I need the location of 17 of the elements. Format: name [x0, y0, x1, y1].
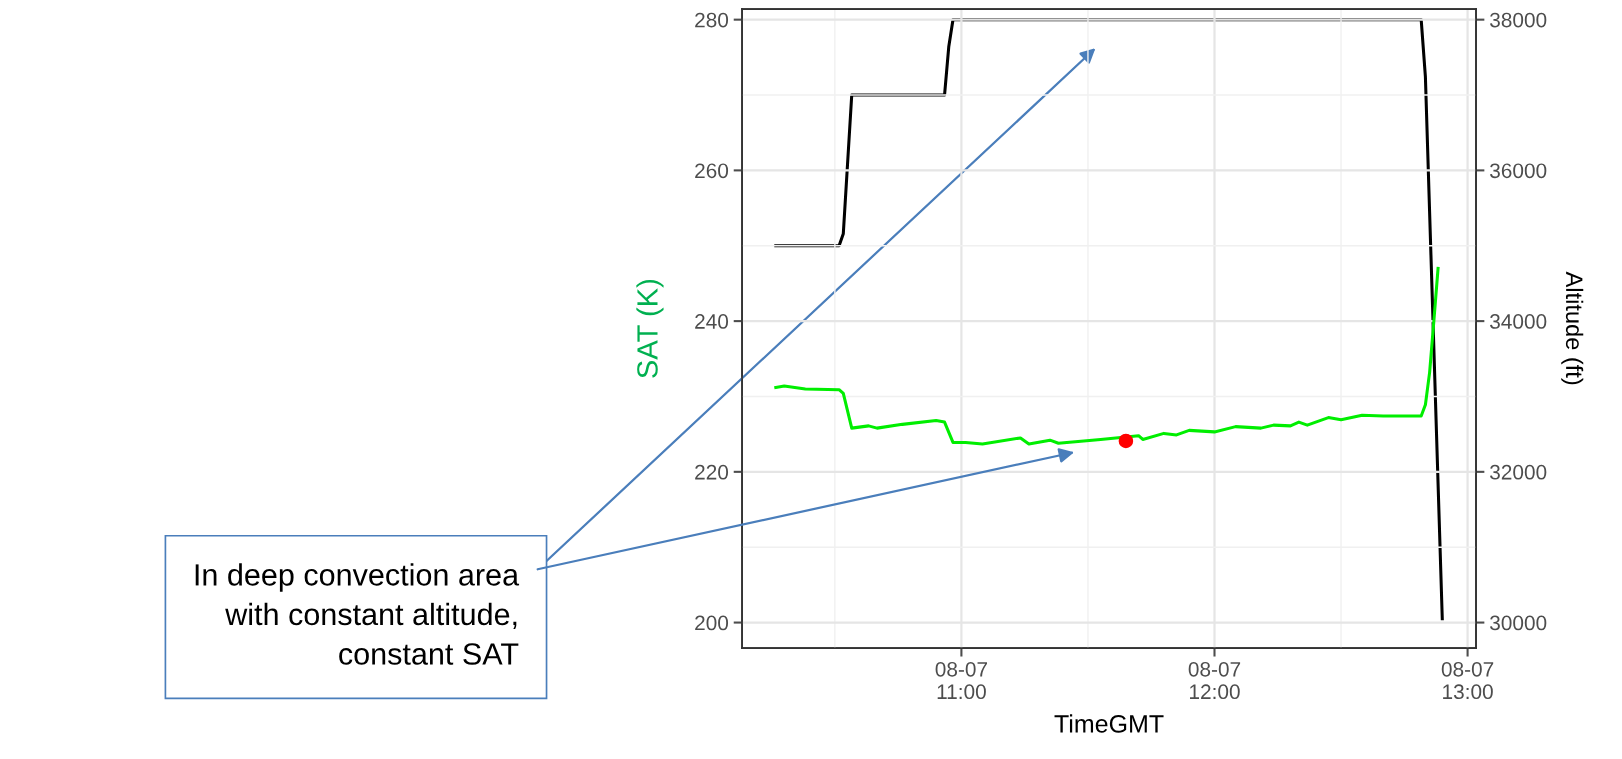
y-tick-label: 240 — [695, 314, 729, 329]
x-tick-label: 08-07 13:00 — [1441, 661, 1494, 700]
y2-tick-label: 30000 — [1490, 615, 1547, 631]
x-tick-label: 08-07 11:00 — [935, 661, 988, 700]
text: In deep convection area with constant altitude, constant SAT — [195, 563, 520, 665]
y2-axis-title: Altitude (ft) — [1561, 271, 1584, 385]
y2-tick-label: 32000 — [1490, 464, 1547, 480]
y-tick-label: 200 — [695, 615, 729, 631]
y2-tick-label: 36000 — [1490, 163, 1547, 179]
y2-tick-label: 38000 — [1490, 12, 1547, 28]
x-axis-title: TimeGMT — [1054, 714, 1164, 733]
y-tick-label: 260 — [695, 163, 729, 179]
x-tick-label: 08-07 12:00 — [1188, 661, 1241, 700]
y-tick-label: 280 — [695, 12, 729, 28]
y-tick-label: 220 — [695, 464, 729, 480]
y2-tick-label: 34000 — [1490, 314, 1547, 329]
y-axis-title: SAT (K) — [636, 279, 664, 378]
